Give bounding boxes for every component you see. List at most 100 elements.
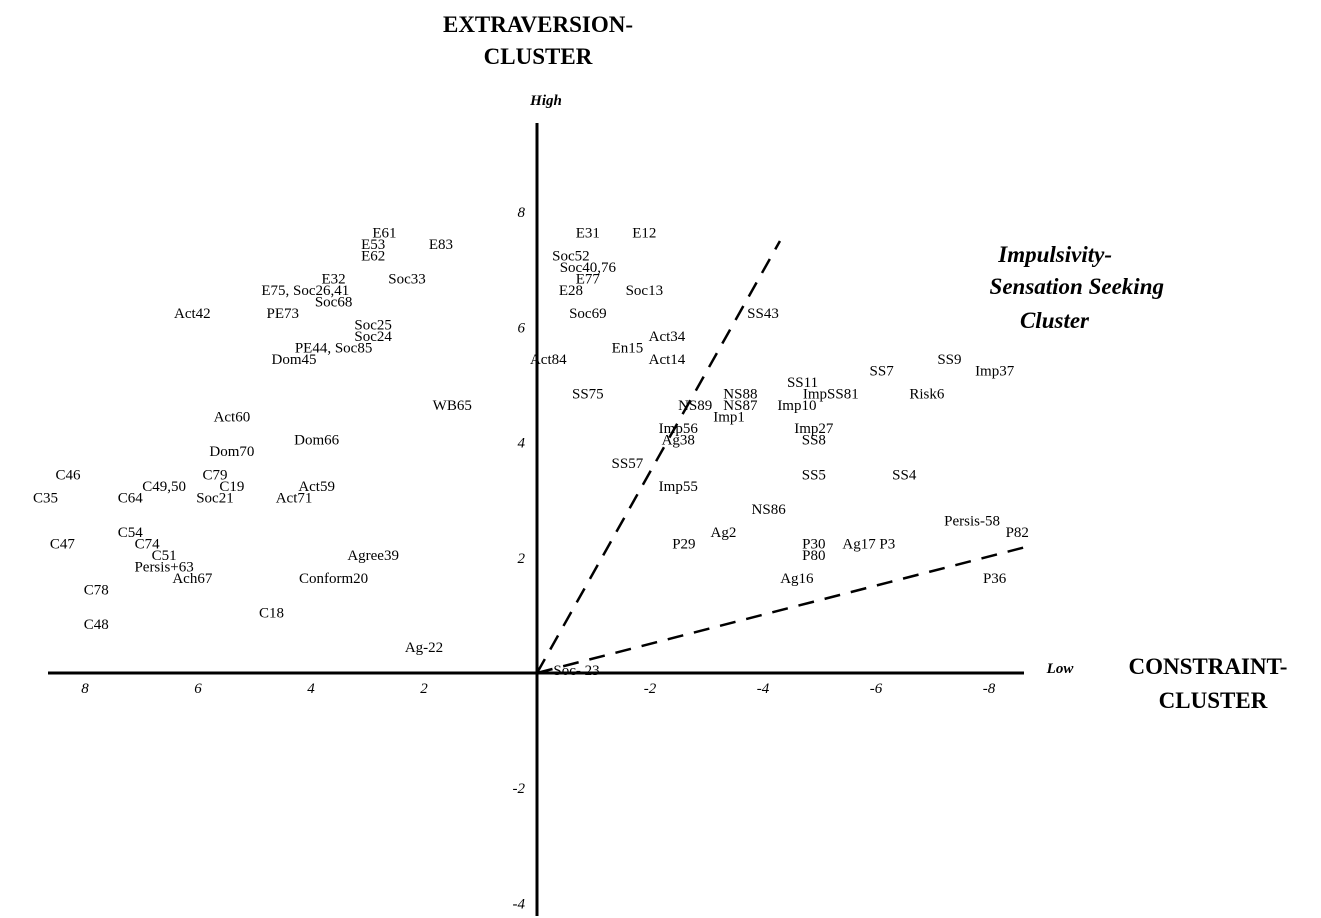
- point-label: P29: [672, 536, 695, 552]
- x-tick-label: -8: [983, 681, 996, 697]
- point-label: Conform20: [299, 571, 368, 587]
- point-label: Imp37: [975, 364, 1015, 380]
- point-label: C79: [202, 467, 227, 483]
- point-label: Ag16: [780, 571, 814, 587]
- point-label: Soc24: [354, 329, 392, 345]
- point-label: P36: [983, 571, 1007, 587]
- point-label: Agree39: [347, 548, 399, 564]
- y-tick-label: 2: [518, 551, 526, 567]
- point-label: C48: [84, 617, 109, 633]
- axis-ticks: -8 -6 -4 -2 2 4 6 8 8 6 4 2 -2 -4: [81, 205, 995, 912]
- x-tick-label: 4: [307, 681, 315, 697]
- point-label: Act42: [174, 306, 211, 322]
- point-label: Soc25: [354, 318, 392, 334]
- point-label: E31: [576, 225, 600, 241]
- point-label: P30: [802, 536, 825, 552]
- x-tick-label: -6: [870, 681, 883, 697]
- point-label: Ag17: [842, 536, 876, 552]
- point-label: ImpSS81: [803, 387, 859, 403]
- point-label: SS8: [802, 433, 826, 449]
- point-label: E32: [322, 271, 346, 287]
- point-label: C49,50: [142, 479, 186, 495]
- point-label: Persis+63: [134, 559, 193, 575]
- y-tick-label: 6: [518, 320, 526, 336]
- right-cluster-title-line2: CLUSTER: [1159, 688, 1268, 713]
- point-label: Act59: [298, 479, 335, 495]
- point-label: E77: [576, 271, 601, 287]
- point-label: E83: [429, 237, 453, 253]
- point-label: C46: [56, 467, 82, 483]
- point-label: E12: [632, 225, 656, 241]
- x-tick-label: 8: [81, 681, 89, 697]
- boundary-line-2: [536, 545, 1029, 675]
- point-label: Act60: [214, 410, 251, 426]
- x-tick-label: 2: [420, 681, 428, 697]
- point-label: Ag-22: [405, 640, 443, 656]
- point-label: Soc40,76: [560, 260, 617, 276]
- point-label: Imp55: [659, 479, 698, 495]
- point-label: C78: [84, 582, 109, 598]
- point-label: PE44, Soc85: [295, 341, 373, 357]
- point-label: Imp56: [659, 421, 699, 437]
- top-cluster-title-line1: EXTRAVERSION-: [443, 12, 633, 37]
- diag-cluster-title-line3: Cluster: [1020, 308, 1090, 333]
- point-label: C35: [33, 490, 58, 506]
- point-label: Imp10: [777, 398, 816, 414]
- point-label: NS88: [723, 387, 757, 403]
- point-label: SS4: [892, 467, 917, 483]
- point-label: Ag2: [711, 525, 737, 541]
- point-label: Act71: [276, 490, 313, 506]
- point-label: P80: [802, 548, 825, 564]
- y-tick-label: 4: [518, 436, 526, 452]
- point-label: E53: [361, 237, 385, 253]
- point-label: Dom70: [209, 444, 254, 460]
- point-label: SS75: [572, 387, 604, 403]
- point-label: NS87: [723, 398, 758, 414]
- x-tick-label: -4: [757, 681, 770, 697]
- point-label: Act34: [649, 329, 686, 345]
- point-label: Ach67: [172, 571, 212, 587]
- point-label: C74: [135, 536, 161, 552]
- y-tick-label: -2: [513, 781, 526, 797]
- point-label: Ag38: [662, 433, 695, 449]
- point-label: Imp1: [713, 410, 745, 426]
- point-label: Persis-58: [944, 513, 1000, 529]
- point-label: SS43: [747, 306, 779, 322]
- x-tick-label: 6: [194, 681, 202, 697]
- point-label: E75, Soc26,41: [261, 283, 349, 299]
- point-label: E28: [559, 283, 583, 299]
- point-label: Soc33: [388, 271, 426, 287]
- point-label: SS9: [937, 352, 961, 368]
- point-label: SS7: [870, 364, 895, 380]
- point-label: Dom45: [272, 352, 317, 368]
- point-label: C18: [259, 606, 284, 622]
- point-label: C64: [118, 490, 144, 506]
- point-label: C47: [50, 536, 76, 552]
- point-label: C54: [118, 525, 144, 541]
- point-label: P3: [879, 536, 895, 552]
- point-label: SS11: [787, 375, 818, 391]
- point-label: Act84: [530, 352, 567, 368]
- point-label: NS89: [678, 398, 712, 414]
- x-axis-low-label: Low: [1046, 661, 1075, 677]
- point-label: P82: [1006, 525, 1029, 541]
- point-label: Risk6: [909, 387, 945, 403]
- point-label: C51: [152, 548, 177, 564]
- x-tick-label: -2: [644, 681, 657, 697]
- point-label: Dom66: [294, 433, 340, 449]
- point-label: Imp27: [794, 421, 834, 437]
- diag-cluster-title-line2: Sensation Seeking: [990, 274, 1164, 299]
- point-label: Act14: [649, 352, 686, 368]
- y-tick-label: 8: [518, 205, 526, 221]
- diag-cluster-title-line1: Impulsivity-: [997, 242, 1112, 267]
- boundary-lines: [535, 240, 1029, 675]
- point-label: NS86: [752, 502, 787, 518]
- right-cluster-title-line1: CONSTRAINT-: [1129, 654, 1288, 679]
- top-cluster-title-line2: CLUSTER: [484, 44, 593, 69]
- point-label: Soc69: [569, 306, 607, 322]
- point-label: E61: [372, 225, 396, 241]
- point-label: PE73: [266, 306, 299, 322]
- y-tick-label: -4: [513, 896, 526, 912]
